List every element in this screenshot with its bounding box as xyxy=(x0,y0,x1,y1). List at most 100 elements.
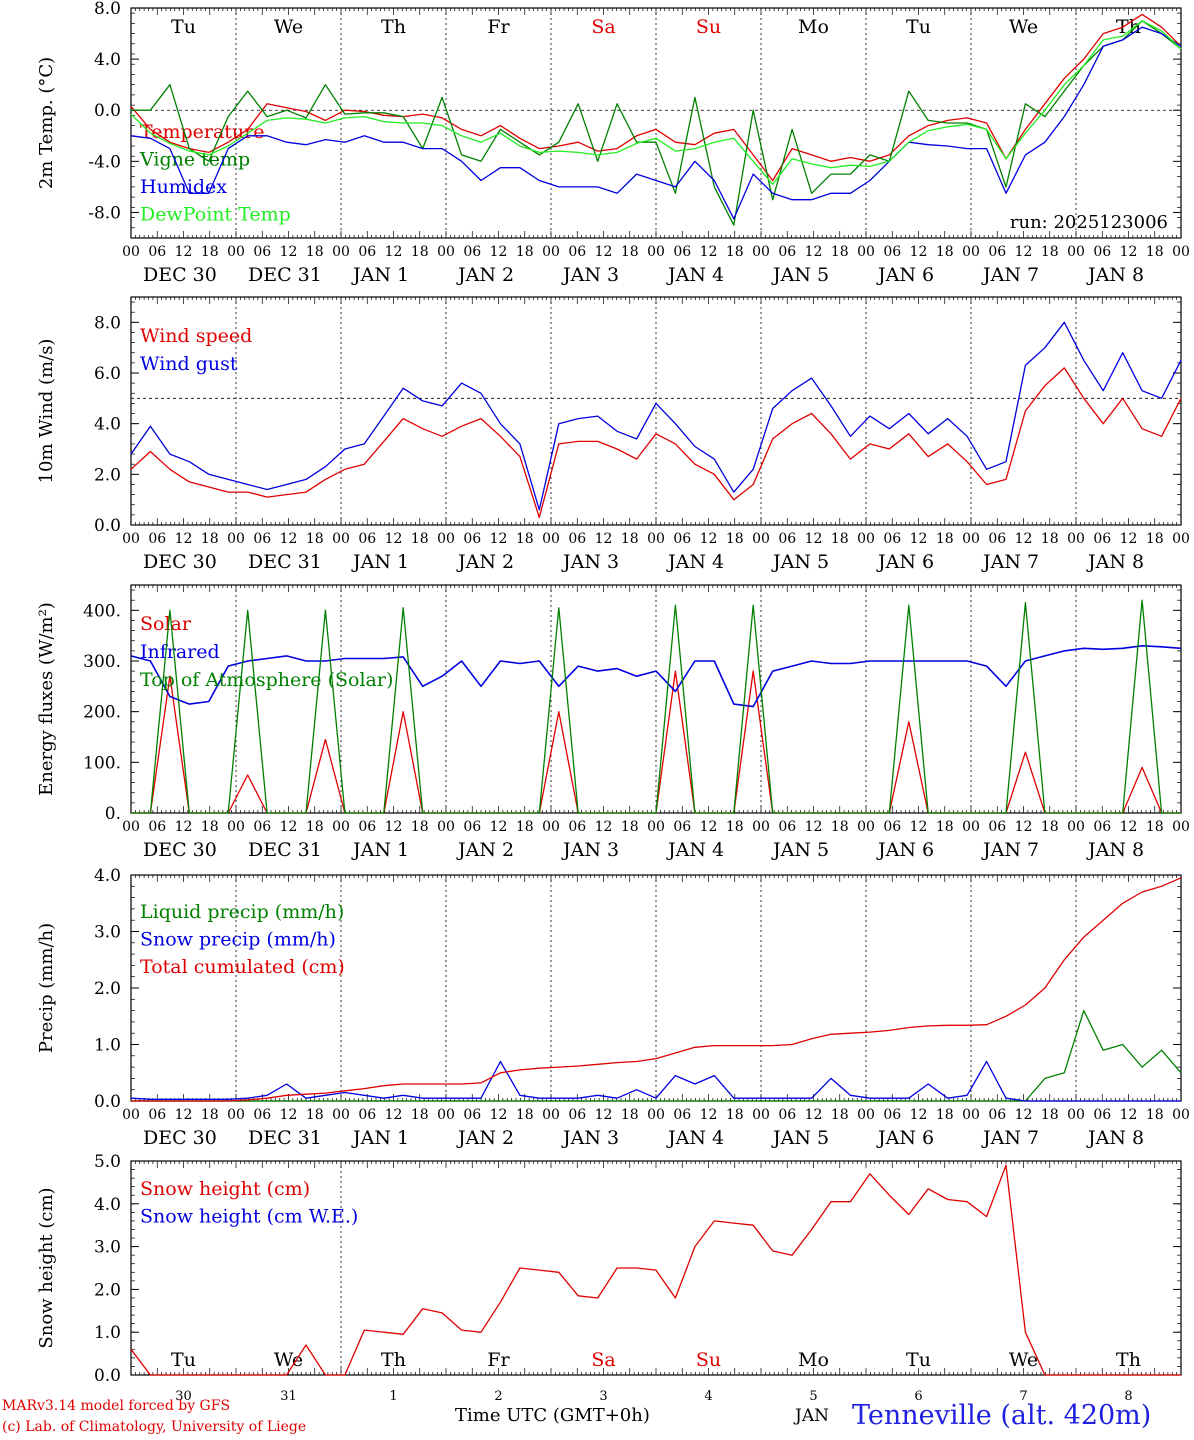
y-tick-label: 4.0 xyxy=(94,1195,121,1215)
panel-wind: 8.0 6.0 4.0 2.0 0.0 10m Wind (m/s) 00 06 12 18 DEC… xyxy=(36,296,1190,573)
x-hour-label: 00 xyxy=(1067,244,1085,260)
run-label: run: 2025123006 xyxy=(1010,212,1168,233)
x-hour-label: 12 xyxy=(385,819,403,835)
x-hour-label: 00 xyxy=(857,531,875,547)
x-day-label: JAN 3 xyxy=(561,839,619,861)
x-day-label: JAN 5 xyxy=(771,1127,829,1149)
lab-credit: (c) Lab. of Climatology, University of L… xyxy=(2,1419,307,1435)
x-hour-label: 18 xyxy=(1146,244,1164,260)
x-hour-label: 12 xyxy=(700,1107,718,1123)
x-hour-label: 00 xyxy=(437,244,455,260)
x-hour-label: 12 xyxy=(805,531,823,547)
x-day-label: DEC 31 xyxy=(248,839,322,861)
panel-precip: 4.0 3.0 2.0 1.0 0.0 Precip (mm/h) 00 06 12 18 DEC … xyxy=(36,866,1190,1149)
x-hour-label: 18 xyxy=(306,1107,324,1123)
x-hour-label: 06 xyxy=(883,819,901,835)
x-day-label: JAN 4 xyxy=(666,264,724,286)
x-hour-label: 00 xyxy=(1172,531,1190,547)
x-hour-label: 00 xyxy=(962,819,980,835)
x-hour-label: 12 xyxy=(595,819,613,835)
x-hour-label: 06 xyxy=(673,1107,691,1123)
day-number-label: 2 xyxy=(494,1389,502,1404)
weekday-label: Th xyxy=(1116,1349,1141,1371)
x-day-label: DEC 30 xyxy=(143,551,217,573)
x-hour-label: 06 xyxy=(673,531,691,547)
x-day-label: JAN 1 xyxy=(351,1127,409,1149)
x-hour-label: 06 xyxy=(988,531,1006,547)
x-hour-label: 06 xyxy=(883,1107,901,1123)
series-line-dewpoint-temp xyxy=(130,20,1182,185)
x-hour-label: 06 xyxy=(988,819,1006,835)
y-tick-label: 100. xyxy=(83,753,121,773)
x-day-label: JAN 6 xyxy=(876,1127,934,1149)
legend-entry: Wind speed xyxy=(140,325,252,347)
x-day-label: JAN 2 xyxy=(456,264,514,286)
x-day-label: JAN 3 xyxy=(561,1127,619,1149)
x-hour-label: 12 xyxy=(805,1107,823,1123)
weekday-label: Th xyxy=(381,1349,406,1371)
x-hour-label: 06 xyxy=(253,244,271,260)
legend-entry: Temperature xyxy=(140,121,264,143)
y-tick-label: 8.0 xyxy=(94,313,121,333)
x-hour-label: 12 xyxy=(910,1107,928,1123)
x-hour-label: 00 xyxy=(1172,819,1190,835)
x-hour-label: 00 xyxy=(962,1107,980,1123)
x-hour-label: 06 xyxy=(148,819,166,835)
x-day-label: JAN 5 xyxy=(771,839,829,861)
x-hour-label: 18 xyxy=(201,819,219,835)
x-hour-label: 00 xyxy=(647,819,665,835)
series-line-vigne-temp xyxy=(131,20,1182,226)
x-hour-label: 06 xyxy=(883,531,901,547)
month-label: JAN xyxy=(795,1406,829,1426)
x-day-label: DEC 30 xyxy=(143,839,217,861)
x-hour-label: 18 xyxy=(306,819,324,835)
legend-entry: Liquid precip (mm/h) xyxy=(140,901,344,923)
y-tick-label: 2.0 xyxy=(94,1280,121,1300)
x-hour-label: 12 xyxy=(175,1107,193,1123)
weekday-label: Tu xyxy=(906,16,931,38)
x-hour-label: 12 xyxy=(385,1107,403,1123)
x-day-label: JAN 6 xyxy=(876,551,934,573)
x-hour-label: 00 xyxy=(122,1107,140,1123)
day-number-label: 30 xyxy=(175,1389,192,1404)
y-axis-title: Energy fluxes (W/m²) xyxy=(36,602,57,796)
x-hour-label: 18 xyxy=(936,1107,954,1123)
y-tick-label: 400. xyxy=(83,601,121,621)
x-hour-label: 00 xyxy=(857,1107,875,1123)
y-tick-label: 200. xyxy=(83,703,121,723)
x-hour-label: 06 xyxy=(358,819,376,835)
x-hour-label: 00 xyxy=(647,531,665,547)
x-hour-label: 06 xyxy=(883,244,901,260)
y-tick-label: 1.0 xyxy=(94,1323,121,1343)
model-credit: MARv3.14 model forced by GFS xyxy=(2,1398,231,1414)
y-tick-label: 3.0 xyxy=(94,923,121,943)
legend-entry: Total cumulated (cm) xyxy=(140,956,345,978)
legend-entry: Snow height (cm) xyxy=(140,1178,310,1200)
x-hour-label: 00 xyxy=(752,819,770,835)
x-hour-label: 00 xyxy=(647,244,665,260)
x-hour-label: 12 xyxy=(910,244,928,260)
x-hour-label: 00 xyxy=(752,1107,770,1123)
y-tick-label: -4.0 xyxy=(88,152,121,172)
y-tick-label: 2.0 xyxy=(94,465,121,485)
x-hour-label: 18 xyxy=(306,244,324,260)
x-hour-label: 00 xyxy=(122,819,140,835)
x-hour-label: 12 xyxy=(1015,1107,1033,1123)
x-hour-label: 18 xyxy=(1146,819,1164,835)
x-day-label: JAN 8 xyxy=(1086,264,1144,286)
x-hour-label: 00 xyxy=(1067,819,1085,835)
weekday-label: We xyxy=(1009,16,1038,38)
x-day-label: JAN 6 xyxy=(876,264,934,286)
x-hour-label: 18 xyxy=(1041,819,1059,835)
day-number-label: 7 xyxy=(1019,1389,1027,1404)
y-tick-label: -8.0 xyxy=(88,203,121,223)
x-hour-label: 18 xyxy=(621,531,639,547)
weekday-label: Mo xyxy=(798,16,829,38)
y-tick-label: 0. xyxy=(105,804,121,824)
x-hour-label: 00 xyxy=(542,531,560,547)
x-hour-label: 12 xyxy=(490,531,508,547)
x-day-label: JAN 2 xyxy=(456,839,514,861)
x-hour-label: 18 xyxy=(201,531,219,547)
y-axis-title: 10m Wind (m/s) xyxy=(36,339,57,484)
legend-entry: Solar xyxy=(140,613,192,635)
